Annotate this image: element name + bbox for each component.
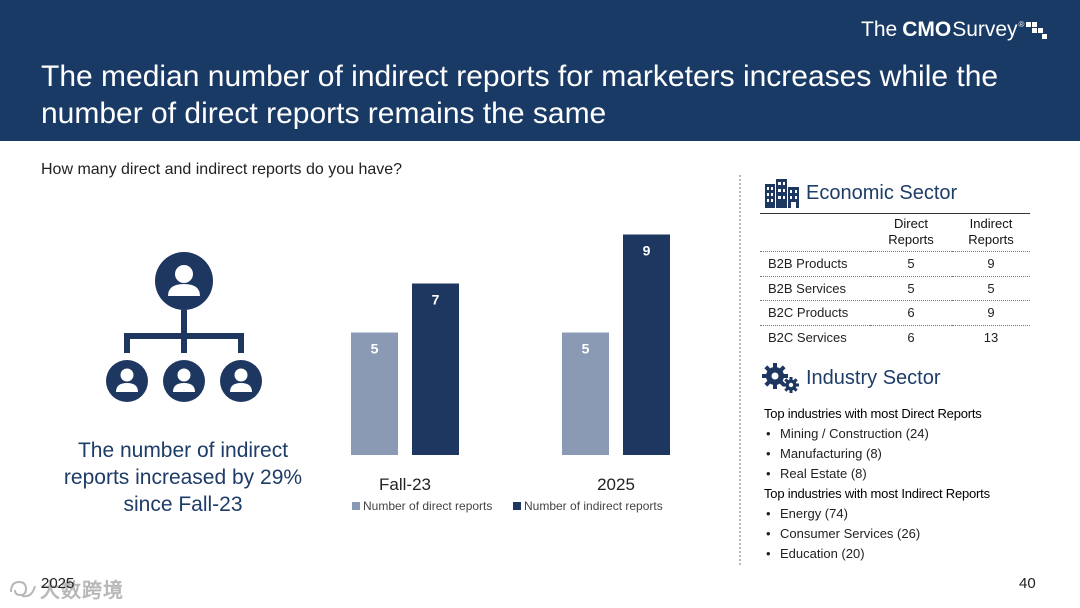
col-header-name [760,214,870,252]
bar-direct [351,332,398,455]
legend-swatch [352,502,360,510]
data-label: 9 [643,243,651,259]
row-indirect: 9 [952,251,1030,276]
logo-text-the: The [861,18,898,41]
list-item: Energy (74) [764,506,1064,526]
vertical-divider [739,175,741,565]
logo-text-survey: Survey [952,18,1018,41]
table-top-rule [760,213,1030,214]
watermark-text: 大数跨境 [40,580,124,602]
bar-direct [562,332,609,455]
watermark-logo-icon [10,580,36,597]
direct-reports-heading: Top industries with most Direct Reports [764,406,982,421]
data-label: 7 [432,292,440,308]
indirect-reports-heading: Top industries with most Indirect Report… [764,486,990,501]
economic-sector-title: Economic Sector [806,181,958,204]
list-item: Mining / Construction (24) [764,426,1064,446]
bar-chart: 5 7 Fall-23 5 9 2025 Number of direct reports N… [351,234,670,513]
row-name: B2C Products [760,300,870,325]
economic-sector-table: Direct Reports Indirect Reports B2B Prod… [760,214,1030,350]
col-header-direct: Direct Reports [888,216,934,247]
industry-sector-title: Industry Sector [806,366,941,389]
page-title: The median number of indirect reports fo… [41,60,999,130]
col-header-indirect: Indirect Reports [968,216,1014,247]
x-tick-label: 2025 [597,475,635,494]
x-tick-label: Fall-23 [379,475,431,494]
gears-icon [762,363,799,393]
list-item: Education (20) [764,546,1064,566]
legend-swatch [513,502,521,510]
table-row: B2B Products 5 9 [760,251,1030,276]
row-indirect: 9 [952,300,1030,325]
row-name: B2B Services [760,275,870,301]
legend-label: Number of direct reports [363,499,492,513]
row-name: B2B Products [760,251,870,276]
cmo-survey-logo: The CMO Survey ® [861,18,1048,48]
row-direct: 5 [870,251,952,276]
bar-indirect [412,283,459,455]
row-direct: 5 [870,275,952,301]
bar-indirect [623,234,670,455]
buildings-icon [765,179,799,208]
list-item: Consumer Services (26) [764,526,1064,546]
watermark: 大数跨境 [8,574,124,603]
row-name: B2C Services [760,324,870,350]
footer-year: 2025 [41,575,75,592]
table-row: B2C Products 6 9 [760,300,1030,325]
page-number: 40 [1019,575,1036,592]
legend-label: Number of indirect reports [524,499,663,513]
list-item: Real Estate (8) [764,466,1064,486]
row-direct: 6 [870,300,952,325]
table-header-row: Direct Reports Indirect Reports [760,214,1030,252]
logo-registered-mark: ® [1018,20,1025,29]
industry-sector-list: Top industries with most Direct Reports … [764,406,1064,566]
org-chart-icon [106,252,262,402]
industry-sector-header: Industry Sector [762,362,941,394]
economic-sector-header: Economic Sector [764,178,957,208]
callout-text: The number of indirect reports increased… [63,439,303,516]
logo-text-cmo: CMO [902,18,952,41]
table-row: B2B Services 5 5 [760,275,1030,301]
data-label: 5 [371,341,379,357]
table-row: B2C Services 6 13 [760,324,1030,350]
logo-dots-icon [1026,18,1048,40]
data-label: 5 [582,341,590,357]
survey-question: How many direct and indirect reports do … [41,161,403,178]
row-indirect: 13 [952,324,1030,350]
list-item: Manufacturing (8) [764,446,1064,466]
header-banner: The median number of indirect reports fo… [0,0,1080,141]
row-indirect: 5 [952,275,1030,301]
row-direct: 6 [870,324,952,350]
